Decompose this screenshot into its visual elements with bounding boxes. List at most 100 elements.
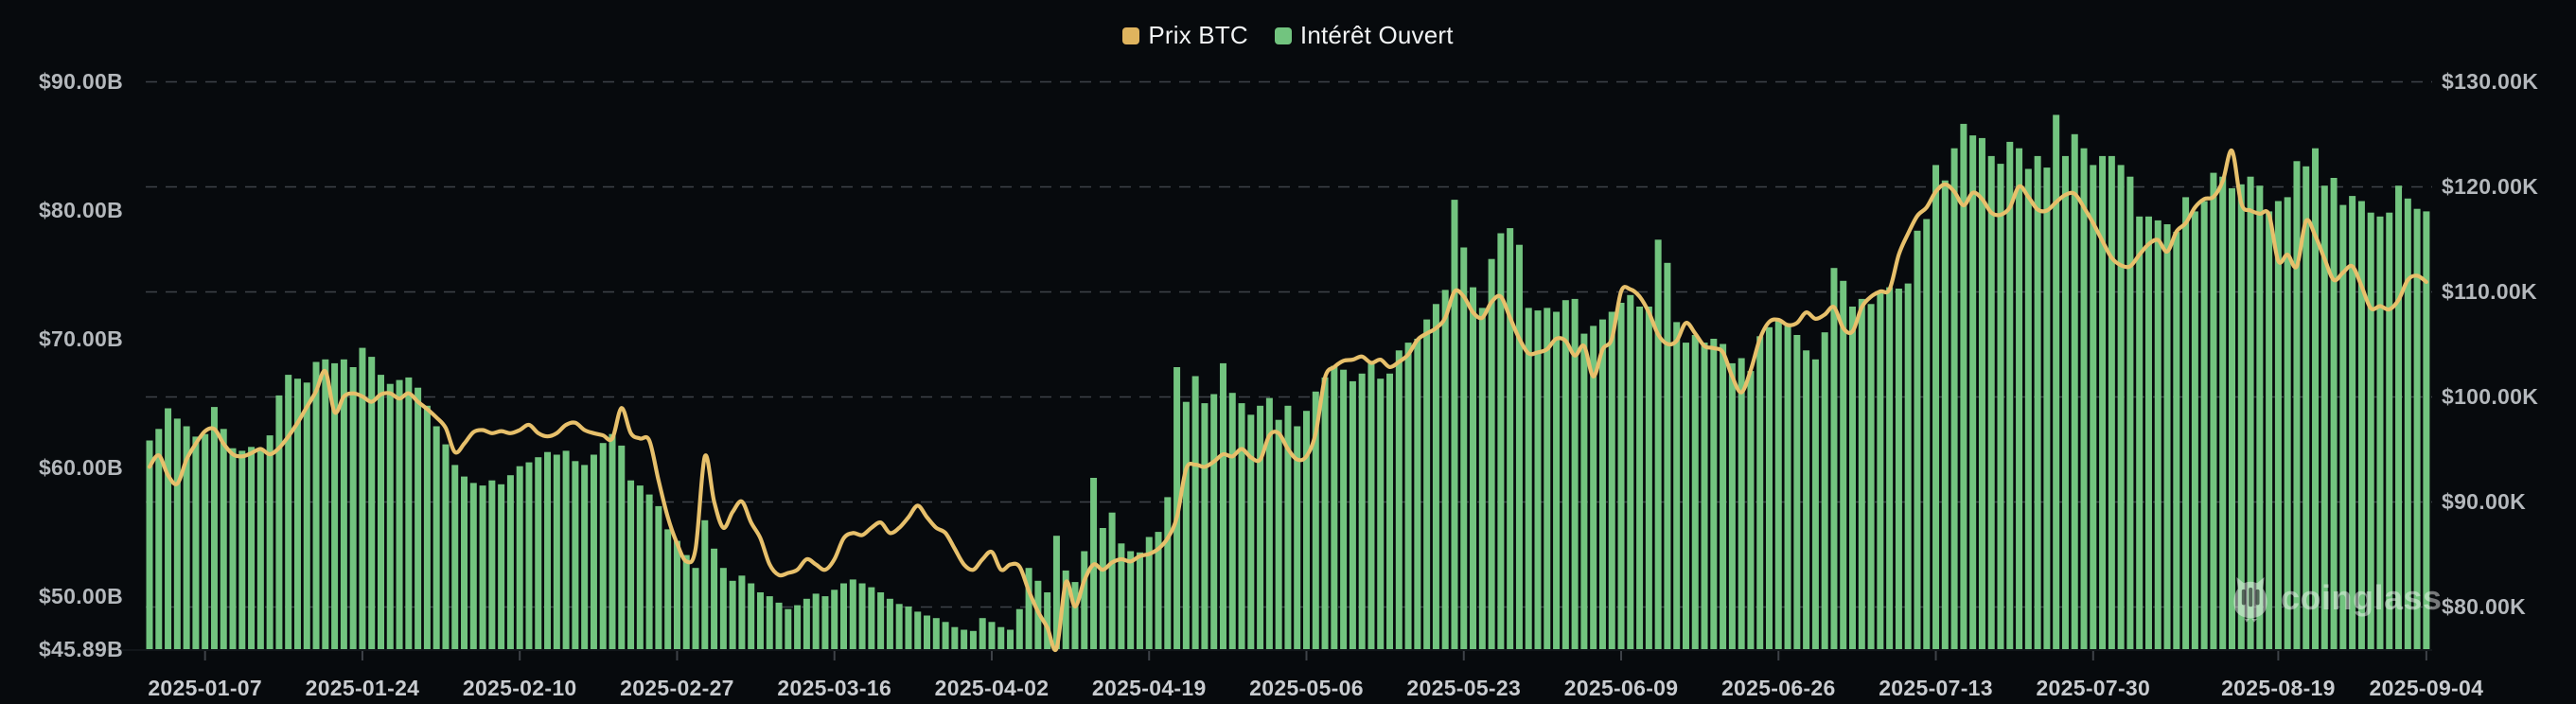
oi-bar[interactable] [256, 449, 264, 649]
oi-bar[interactable] [368, 357, 376, 649]
oi-bar[interactable] [2024, 168, 2032, 650]
oi-bar[interactable] [1830, 268, 1838, 649]
oi-bar[interactable] [636, 485, 644, 649]
oi-bar[interactable] [1515, 244, 1523, 649]
oi-bar[interactable] [868, 587, 875, 649]
oi-bar[interactable] [2154, 220, 2161, 649]
oi-bar[interactable] [293, 378, 301, 649]
oi-bar[interactable] [572, 461, 579, 649]
oi-bar[interactable] [506, 475, 514, 649]
oi-bar[interactable] [1858, 298, 1865, 649]
oi-bar[interactable] [692, 568, 699, 649]
oi-bar[interactable] [1673, 322, 1681, 649]
oi-bar[interactable] [2303, 166, 2310, 650]
oi-bar[interactable] [2395, 185, 2403, 649]
oi-bar[interactable] [905, 607, 912, 649]
oi-bar[interactable] [479, 485, 486, 649]
oi-bar[interactable] [1414, 339, 1421, 649]
oi-bar[interactable] [1627, 294, 1634, 649]
oi-bar[interactable] [2080, 148, 2088, 649]
oi-bar[interactable] [673, 540, 680, 649]
oi-bar[interactable] [2006, 141, 2014, 649]
oi-bar[interactable] [1108, 512, 1116, 649]
oi-bar[interactable] [2423, 211, 2430, 649]
oi-bar[interactable] [432, 426, 440, 650]
oi-bar[interactable] [1015, 608, 1023, 649]
oi-bar[interactable] [1155, 532, 1162, 649]
oi-bar[interactable] [1127, 551, 1135, 650]
oi-bar[interactable] [599, 443, 607, 649]
oi-bar[interactable] [1710, 339, 1718, 649]
oi-bar[interactable] [1275, 419, 1282, 649]
oi-bar[interactable] [1136, 552, 1143, 649]
oi-bar[interactable] [2144, 216, 2152, 650]
oi-bar[interactable] [423, 405, 431, 649]
oi-bar[interactable] [1303, 411, 1310, 649]
oi-bar[interactable] [2237, 184, 2245, 650]
legend-item-interet-ouvert[interactable]: Intérêt Ouvert [1274, 21, 1454, 50]
oi-bar[interactable] [1219, 362, 1226, 649]
oi-bar[interactable] [785, 608, 792, 649]
oi-bar[interactable] [1987, 155, 1995, 649]
oi-bar[interactable] [386, 383, 394, 649]
oi-bar[interactable] [535, 457, 542, 649]
oi-bar[interactable] [1756, 336, 1764, 649]
oi-bar[interactable] [1044, 592, 1051, 649]
oi-bar[interactable] [2247, 176, 2254, 649]
oi-bar[interactable] [2256, 185, 2264, 649]
oi-bar[interactable] [942, 622, 949, 649]
oi-bar[interactable] [590, 454, 597, 650]
oi-bar[interactable] [442, 444, 450, 649]
oi-bar[interactable] [849, 579, 856, 649]
oi-bar[interactable] [1488, 258, 1495, 649]
oi-bar[interactable] [748, 583, 755, 650]
oi-bar[interactable] [1654, 239, 1662, 650]
oi-bar[interactable] [1914, 230, 1921, 650]
oi-bar[interactable] [165, 408, 172, 650]
oi-bar[interactable] [895, 604, 903, 649]
oi-bar[interactable] [183, 426, 190, 650]
oi-bar[interactable] [1441, 290, 1449, 649]
oi-bar[interactable] [1349, 380, 1356, 649]
oi-bar[interactable] [1284, 405, 1292, 649]
oi-bar[interactable] [155, 429, 163, 649]
oi-bar[interactable] [2136, 216, 2144, 650]
legend-item-prix-btc[interactable]: Prix BTC [1122, 21, 1248, 50]
oi-bar[interactable] [1247, 414, 1255, 649]
oi-bar[interactable] [1367, 362, 1375, 649]
oi-bar[interactable] [322, 359, 329, 649]
oi-bar[interactable] [210, 407, 218, 649]
oi-bar[interactable] [1960, 123, 1967, 649]
oi-bar[interactable] [1553, 311, 1561, 650]
oi-bar[interactable] [2357, 201, 2365, 650]
oi-bar[interactable] [2108, 155, 2115, 649]
oi-bar[interactable] [645, 494, 653, 649]
oi-bar[interactable] [2349, 196, 2356, 649]
oi-bar[interactable] [655, 505, 662, 649]
oi-bar[interactable] [1071, 582, 1079, 649]
oi-bar[interactable] [1525, 308, 1532, 649]
oi-bar[interactable] [877, 592, 885, 649]
oi-bar[interactable] [1238, 403, 1245, 649]
oi-bar[interactable] [451, 465, 459, 649]
oi-bar[interactable] [516, 466, 523, 649]
oi-bar[interactable] [1007, 629, 1015, 650]
oi-bar[interactable] [1052, 536, 1060, 649]
oi-bar[interactable] [1849, 307, 1857, 649]
oi-bar[interactable] [238, 450, 246, 649]
oi-bar[interactable] [2126, 176, 2134, 649]
oi-bar[interactable] [914, 611, 922, 649]
oi-bar[interactable] [1978, 137, 1985, 649]
oi-bar[interactable] [192, 436, 200, 649]
oi-bar[interactable] [1099, 528, 1106, 649]
oi-bar[interactable] [2219, 176, 2227, 649]
oi-bar[interactable] [858, 583, 866, 650]
oi-bar[interactable] [2229, 187, 2235, 649]
oi-bar[interactable] [2016, 148, 2023, 649]
oi-bar[interactable] [1228, 393, 1236, 649]
oi-bar[interactable] [1118, 543, 1125, 649]
oi-bar[interactable] [2053, 114, 2060, 649]
oi-bar[interactable] [1062, 570, 1069, 649]
oi-bar[interactable] [1598, 319, 1606, 649]
